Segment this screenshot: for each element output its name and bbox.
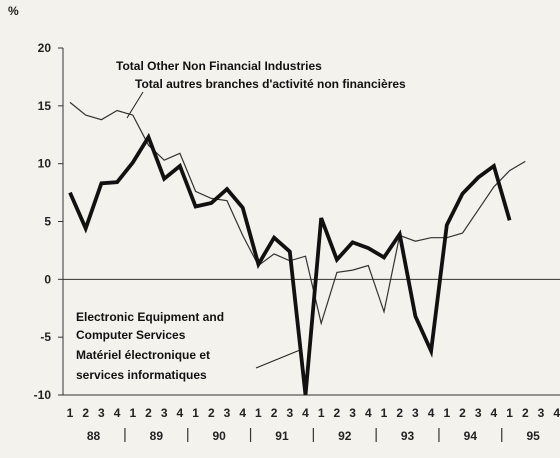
x-quarter-label: 1 [67,406,74,420]
x-quarter-label: 2 [208,406,215,420]
x-quarter-label: 2 [459,406,466,420]
x-year-label: 89 [150,429,164,443]
x-quarter-label: 1 [443,406,450,420]
annotation-bottom-line1: Electronic Equipment and [76,310,224,324]
x-quarter-label: 4 [239,406,246,420]
y-tick-label: -10 [34,388,52,402]
x-quarter-label: 3 [98,406,105,420]
annotation-bottom-leader [255,349,301,369]
series-electronic-line [68,132,512,396]
y-tick-label: 20 [38,41,52,55]
annotation-bottom-line2: Computer Services [76,328,186,342]
x-quarter-label: 2 [82,406,89,420]
annotation-bottom-line3: Matériel électronique et [76,348,210,362]
x-quarter-label: 4 [365,406,372,420]
x-year-label: 95 [526,429,540,443]
y-unit-label: % [8,4,19,18]
x-axis-ticks: 1 2 3 4 1 2 3 4 1 2 3 4 1 2 3 4 1 2 3 4 1 2 3 4 1 2 3 4 1 2 3 488 89 90 91… [67,406,560,443]
y-tick-label: 10 [38,157,52,171]
y-tick-label: 5 [44,215,51,229]
x-quarter-label: 1 [255,406,262,420]
x-quarter-label: 3 [412,406,419,420]
x-quarter-label: 3 [349,406,356,420]
x-quarter-label: 2 [522,406,529,420]
x-quarter-label: 4 [428,406,435,420]
annotation-top-leader [126,91,144,119]
y-axis-ticks: -10 -5 0 5 10 15 20 [34,41,63,402]
annotation-top-line2: Total autres branches d'activité non fin… [135,77,406,91]
annotation-bottom-line4: services informatiques [76,368,207,382]
y-tick-label: -5 [40,330,51,344]
x-quarter-label: 4 [177,406,184,420]
x-quarter-label: 4 [302,406,309,420]
y-tick-label: 0 [44,272,51,286]
series-total-other-line [69,101,526,326]
x-quarter-label: 3 [161,406,168,420]
x-quarter-label: 4 [114,406,121,420]
x-quarter-label: 4 [491,406,498,420]
x-quarter-label: 3 [286,406,293,420]
x-year-label: 91 [275,429,289,443]
x-quarter-label: 4 [553,406,560,420]
x-quarter-label: 2 [271,406,278,420]
x-year-label: 90 [212,429,226,443]
x-quarter-label: 2 [334,406,341,420]
annotation-top-line1: Total Other Non Financial Industries [116,59,322,73]
x-quarter-label: 2 [145,406,152,420]
x-quarter-label: 3 [538,406,545,420]
x-year-label: 93 [401,429,415,443]
x-quarter-label: 2 [396,406,403,420]
x-year-label: 88 [87,429,101,443]
annotations: Total Other Non Financial Industries Tot… [76,59,406,382]
x-quarter-label: 3 [475,406,482,420]
x-quarter-label: 1 [506,406,513,420]
x-year-label: 94 [464,429,478,443]
x-quarter-label: 1 [381,406,388,420]
y-tick-label: 15 [38,99,52,113]
electronic-series-line [68,132,512,396]
x-quarter-label: 1 [129,406,136,420]
x-year-label: 92 [338,429,352,443]
x-quarter-label: 3 [224,406,231,420]
total-other-series-line [69,101,526,326]
x-quarter-label: 1 [192,406,199,420]
x-quarter-label: 1 [318,406,325,420]
